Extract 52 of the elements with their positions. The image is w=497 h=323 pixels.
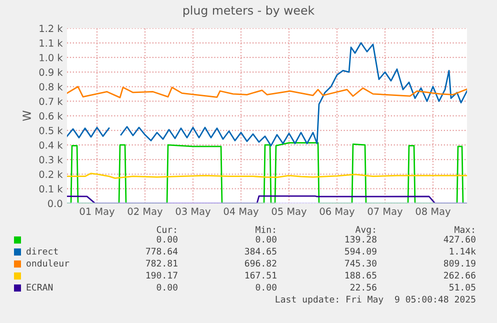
x-tick-label: 04 May [224,208,258,217]
x-tick-label: 08 May [416,208,450,217]
y-tick-label: 0.2 k [39,170,63,178]
legend-label: ECRAN [26,284,53,291]
text: 384.65 [244,248,276,255]
text: Avg: [355,226,375,235]
text: 745.30 [345,260,376,267]
x-tick-label: 03 May [176,208,210,217]
y-tick-label: 1.0 k [40,54,63,62]
text: 809.19 [444,260,476,267]
y-tick-label: 0.1 k [39,185,63,193]
y-tick-label: 0.4 k [39,141,63,149]
text: 778.64 [146,248,178,255]
line-series [67,86,467,98]
text: 139.28 [345,236,376,243]
y-tick-label: 1.1 k [40,39,63,47]
y-tick-label: 0.0 [48,200,62,208]
text: 696.82 [244,260,276,267]
x-tick-label: 01 May [80,208,114,217]
y-tick-label: 0.9 k [39,68,63,76]
text: 22.56 [350,284,376,291]
text: 0.00 [256,236,276,243]
text: 427.60 [444,236,476,243]
x-tick-label: 07 May [368,208,402,217]
text: 0.00 [156,236,178,243]
legend-label: onduleur [26,260,70,267]
y-tick-label: 0.8 k [39,82,63,90]
y-tick-label: 0.7 k [39,98,63,106]
text: 1.14k [450,248,476,255]
y-axis-title: W [22,110,31,121]
legend-label: direct [26,248,58,255]
y-tick-label: 0.3 k [39,156,63,164]
text: 262.66 [444,272,476,279]
text: 188.65 [345,272,376,279]
chart-title: plug meters - by week [183,6,315,18]
text: Max: [454,226,474,233]
text: 782.81 [146,260,178,267]
text: 167.51 [245,272,276,279]
text: 190.17 [146,272,178,279]
text: Last update: Fri May 9 05:00:48 2025 [276,296,476,304]
text: Cur: [156,226,176,233]
y-tick-label: 0.6 k [39,112,63,120]
text: 594.09 [345,248,376,255]
x-tick-label: 06 May [320,208,354,217]
y-tick-label: 1.2 k [40,24,63,32]
text: Min: [256,226,275,233]
text: 0.00 [156,284,178,291]
y-tick-label: 0.5 k [39,126,63,134]
x-tick-label: 05 May [272,208,306,217]
x-tick-label: 02 May [128,208,162,217]
text: 0.00 [256,284,276,291]
text: 51.05 [449,284,476,291]
